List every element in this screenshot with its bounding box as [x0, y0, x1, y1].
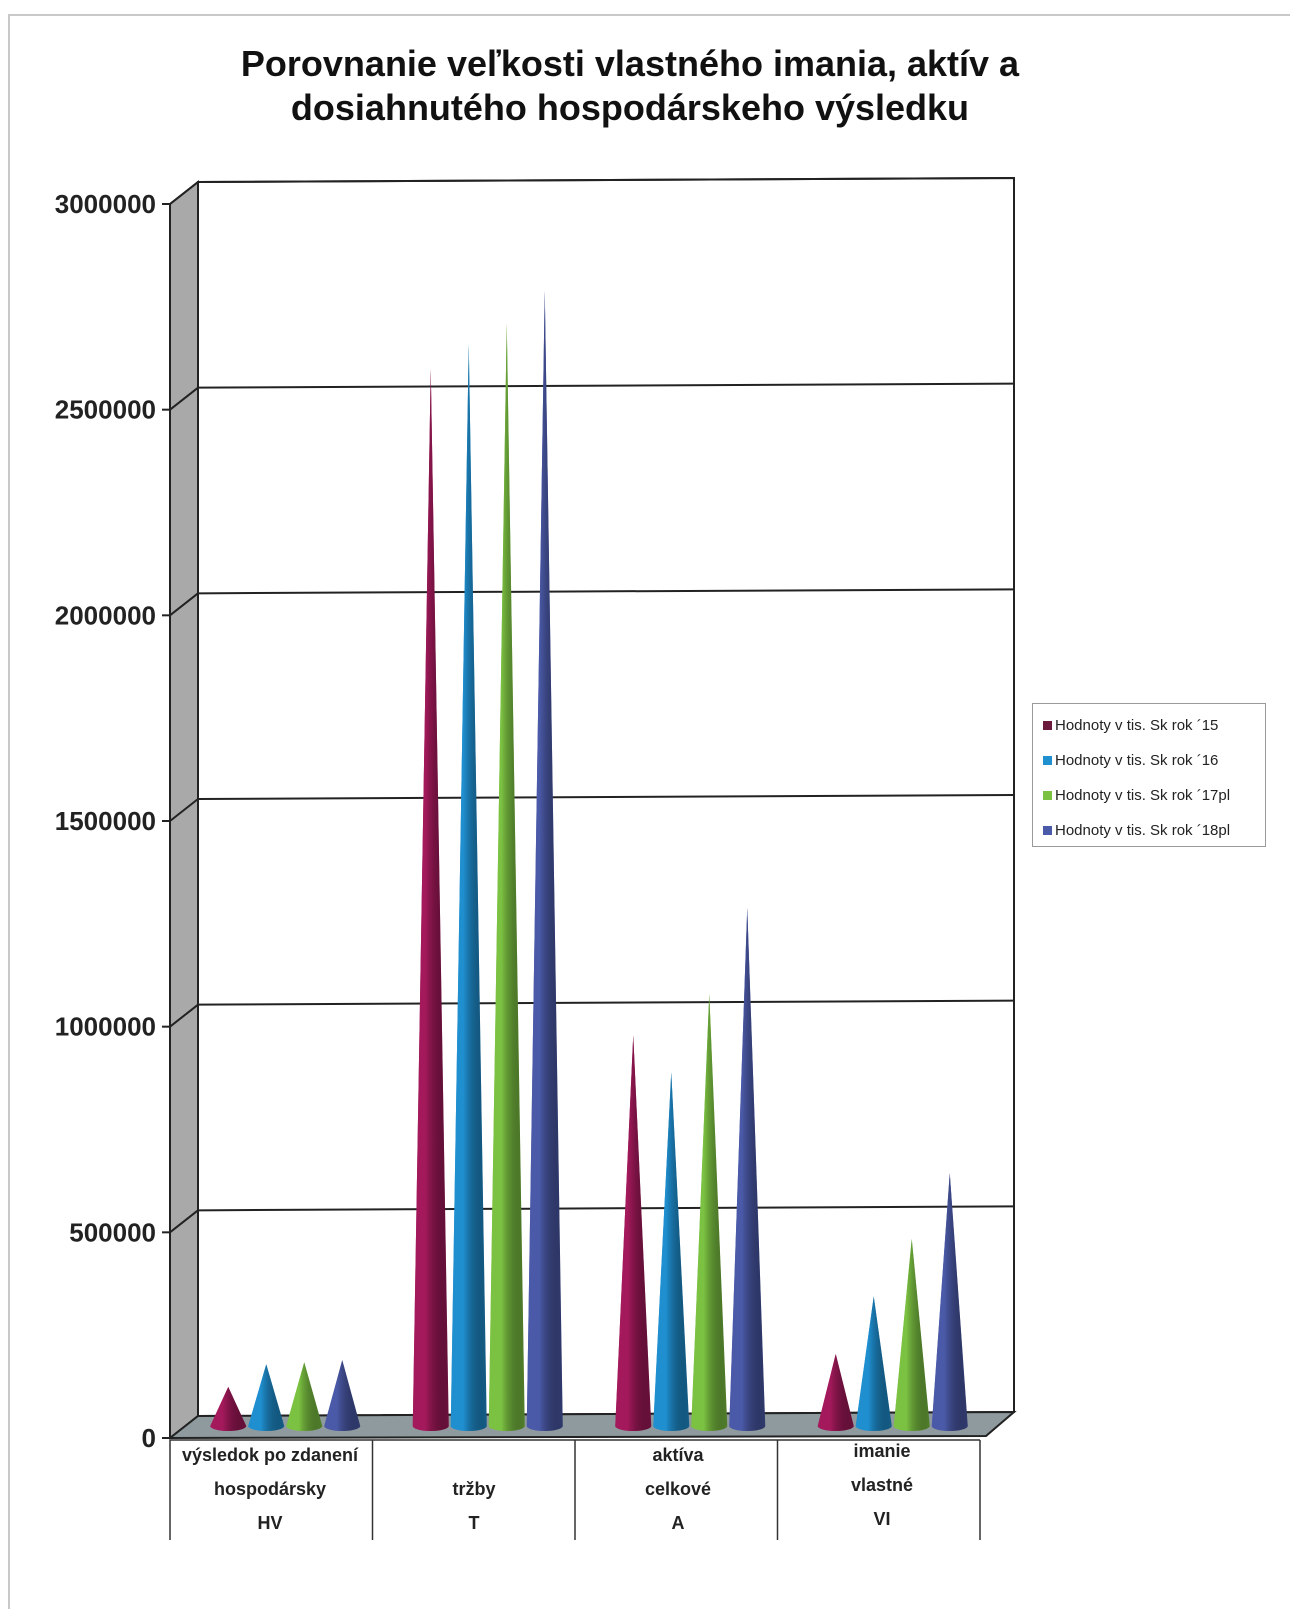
y-tick-label: 1000000	[55, 1012, 156, 1042]
cone-bar	[210, 1386, 247, 1431]
gridline	[197, 177, 1015, 183]
category-label: aktíva celkové A	[576, 1438, 780, 1540]
cone-shading	[931, 1173, 968, 1431]
gridline	[197, 794, 1015, 800]
gridline-side	[169, 592, 199, 617]
cone-shading	[855, 1296, 892, 1431]
cone-shading	[615, 1035, 652, 1431]
cone-shading	[653, 1072, 690, 1431]
cone-bar	[412, 368, 449, 1432]
y-tick-label: 3000000	[55, 189, 156, 219]
category-label-line: HV	[257, 1513, 283, 1533]
cone-bar	[248, 1364, 285, 1431]
cone-bar	[615, 1035, 652, 1431]
category-label-line: VI	[873, 1509, 891, 1529]
category-label-line: hospodársky	[213, 1479, 327, 1499]
legend-swatch	[1043, 721, 1052, 730]
cone-shading	[817, 1354, 854, 1431]
cone-bar	[653, 1072, 690, 1431]
cone-shading	[210, 1386, 247, 1431]
gridline-side	[169, 181, 199, 205]
cone-bar	[855, 1296, 892, 1431]
cone-bar	[729, 907, 766, 1431]
y-tick-label: 500000	[69, 1217, 156, 1247]
cone-shading	[450, 344, 487, 1431]
gridline-side	[169, 386, 199, 411]
floor	[167, 1410, 1017, 1440]
cone-bar	[931, 1173, 968, 1431]
cone-shading	[691, 994, 728, 1431]
gridline	[197, 382, 1015, 389]
legend-item: Hodnoty v tis. Sk rok ´18pl	[1043, 813, 1265, 848]
legend-label: Hodnoty v tis. Sk rok ´18pl	[1055, 822, 1231, 839]
legend-label: Hodnoty v tis. Sk rok ´16	[1055, 752, 1219, 769]
legend-item: Hodnoty v tis. Sk rok ´16	[1043, 743, 1265, 778]
category-label-line: aktíva	[652, 1445, 704, 1465]
legend-label: Hodnoty v tis. Sk rok ´17pl	[1055, 787, 1231, 804]
legend-swatch	[1043, 826, 1052, 835]
category-label-line: T	[468, 1513, 480, 1533]
legend-swatch	[1043, 791, 1052, 800]
category-label: imanie vlastné VI	[780, 1434, 984, 1536]
category-label: výsledok po zdanení hospodársky HV	[168, 1438, 372, 1540]
gridline-side	[169, 798, 199, 822]
chart-title-line-2: dosiahnutého hospodárskeho výsledku	[290, 87, 970, 128]
category-label-line: výsledok po zdanení	[181, 1445, 359, 1465]
category-label-line: vlastné	[850, 1475, 914, 1495]
legend-label: Hodnoty v tis. Sk rok ´15	[1055, 717, 1219, 734]
cone-bar	[450, 344, 487, 1431]
category-label-line: imanie	[853, 1441, 911, 1461]
cone-bar	[324, 1360, 361, 1431]
legend-swatch	[1043, 756, 1052, 765]
cone-shading	[526, 290, 563, 1432]
cone-bar	[526, 290, 563, 1432]
cone-bar	[286, 1362, 323, 1431]
category-label-line: tržby	[452, 1479, 496, 1499]
cone-shading	[893, 1238, 930, 1431]
cone-bar	[817, 1354, 854, 1431]
category-label-line: celkové	[644, 1479, 712, 1499]
category-label-line	[372, 1438, 576, 1472]
cone-bar	[893, 1238, 930, 1431]
legend: Hodnoty v tis. Sk rok ´15 Hodnoty v tis.…	[1032, 703, 1266, 847]
chart-title: Porovnanie veľkosti vlastného imania, ak…	[150, 42, 1110, 130]
category-label-line: A	[671, 1513, 685, 1533]
category-label: tržby T	[372, 1438, 576, 1540]
cone-shading	[286, 1362, 323, 1431]
legend-item: Hodnoty v tis. Sk rok ´15	[1043, 708, 1265, 743]
gridline-side	[169, 1003, 199, 1028]
chart-frame	[8, 14, 1290, 1609]
gridline-side	[169, 1209, 199, 1234]
gridline	[197, 588, 1015, 595]
y-tick-label: 2000000	[55, 600, 156, 630]
cone-shading	[324, 1360, 361, 1431]
y-tick-label: 2500000	[55, 395, 156, 425]
cone-shading	[412, 368, 449, 1432]
chart-title-line-1: Porovnanie veľkosti vlastného imania, ak…	[240, 43, 1020, 84]
cone-shading	[488, 323, 525, 1431]
y-tick-label: 1500000	[55, 806, 156, 836]
gridline	[197, 1205, 1015, 1212]
cone-shading	[729, 907, 766, 1431]
cone-bar	[488, 323, 525, 1431]
legend-item: Hodnoty v tis. Sk rok ´17pl	[1043, 778, 1265, 813]
gridline	[197, 999, 1015, 1006]
cone-shading	[248, 1364, 285, 1431]
cone-bar	[691, 994, 728, 1431]
y-tick-label: 0	[142, 1423, 156, 1453]
